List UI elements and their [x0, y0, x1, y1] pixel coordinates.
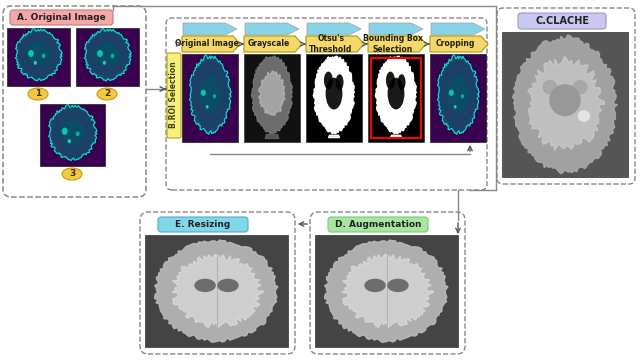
Ellipse shape — [336, 74, 344, 90]
Polygon shape — [245, 23, 299, 35]
Polygon shape — [200, 75, 221, 112]
Polygon shape — [183, 23, 237, 35]
Polygon shape — [431, 23, 485, 35]
Polygon shape — [437, 55, 479, 134]
Bar — [430, 54, 486, 142]
Ellipse shape — [42, 53, 45, 58]
Text: 3: 3 — [69, 170, 75, 178]
Polygon shape — [448, 75, 468, 112]
Ellipse shape — [386, 71, 395, 89]
FancyBboxPatch shape — [10, 10, 113, 25]
Bar — [368, 54, 424, 142]
Text: Bounding Box
Selection: Bounding Box Selection — [363, 34, 423, 54]
FancyBboxPatch shape — [167, 53, 181, 138]
FancyBboxPatch shape — [328, 217, 428, 232]
Ellipse shape — [97, 50, 103, 57]
Text: Cropping: Cropping — [435, 39, 475, 48]
Ellipse shape — [28, 88, 48, 100]
Ellipse shape — [454, 105, 456, 109]
Polygon shape — [368, 36, 426, 52]
Ellipse shape — [542, 80, 557, 94]
Polygon shape — [324, 240, 448, 342]
Ellipse shape — [578, 110, 590, 122]
Polygon shape — [430, 36, 488, 52]
Text: Otsu's
Threshold: Otsu's Threshold — [309, 34, 353, 54]
Bar — [306, 54, 362, 142]
Ellipse shape — [97, 88, 117, 100]
Polygon shape — [27, 42, 51, 66]
Ellipse shape — [111, 53, 115, 58]
Text: D. Augmentation: D. Augmentation — [335, 220, 421, 229]
Bar — [502, 32, 628, 177]
FancyBboxPatch shape — [518, 13, 606, 29]
Ellipse shape — [461, 94, 464, 98]
Polygon shape — [265, 135, 279, 139]
FancyBboxPatch shape — [158, 217, 248, 232]
Text: Grayscale: Grayscale — [248, 39, 290, 48]
Ellipse shape — [206, 105, 209, 109]
Ellipse shape — [62, 168, 82, 180]
Polygon shape — [244, 36, 302, 52]
Ellipse shape — [549, 84, 580, 116]
Text: E. Resizing: E. Resizing — [175, 220, 230, 229]
Polygon shape — [49, 105, 97, 161]
Ellipse shape — [387, 279, 409, 292]
Ellipse shape — [103, 61, 106, 65]
Polygon shape — [15, 29, 62, 81]
Polygon shape — [155, 240, 278, 342]
Ellipse shape — [34, 61, 37, 65]
Bar — [76, 28, 139, 86]
Polygon shape — [61, 118, 85, 145]
Bar — [145, 235, 288, 347]
Ellipse shape — [217, 279, 239, 292]
Ellipse shape — [326, 78, 342, 109]
Polygon shape — [172, 254, 264, 327]
Ellipse shape — [28, 50, 34, 57]
Ellipse shape — [397, 74, 406, 90]
Ellipse shape — [212, 94, 216, 98]
Polygon shape — [306, 36, 364, 52]
Polygon shape — [328, 135, 340, 138]
Polygon shape — [252, 56, 292, 134]
Ellipse shape — [62, 128, 68, 135]
Polygon shape — [369, 23, 423, 35]
Ellipse shape — [76, 131, 79, 136]
Bar — [244, 54, 300, 142]
Polygon shape — [390, 135, 402, 138]
Polygon shape — [342, 254, 433, 327]
Bar — [182, 54, 238, 142]
Polygon shape — [314, 56, 354, 134]
Polygon shape — [307, 23, 361, 35]
Ellipse shape — [573, 80, 588, 94]
Bar — [7, 28, 70, 86]
Ellipse shape — [68, 139, 71, 143]
Polygon shape — [96, 42, 120, 66]
Text: 1: 1 — [35, 90, 41, 99]
Bar — [40, 104, 105, 166]
Ellipse shape — [201, 90, 206, 96]
Text: Original Image: Original Image — [175, 39, 239, 48]
Text: B.ROI Selection: B.ROI Selection — [170, 62, 179, 129]
Polygon shape — [513, 35, 618, 174]
Polygon shape — [528, 56, 604, 151]
Polygon shape — [189, 55, 231, 134]
Ellipse shape — [388, 78, 404, 109]
Ellipse shape — [195, 279, 216, 292]
Ellipse shape — [449, 90, 454, 96]
Polygon shape — [376, 56, 416, 134]
Text: 2: 2 — [104, 90, 110, 99]
Ellipse shape — [324, 71, 333, 89]
Polygon shape — [84, 29, 131, 81]
Bar — [371, 57, 420, 139]
Ellipse shape — [364, 279, 386, 292]
Bar — [315, 235, 458, 347]
Text: A. Original Image: A. Original Image — [17, 13, 106, 22]
Polygon shape — [182, 36, 240, 52]
Text: C.CLACHE: C.CLACHE — [535, 16, 589, 26]
Polygon shape — [259, 71, 285, 116]
